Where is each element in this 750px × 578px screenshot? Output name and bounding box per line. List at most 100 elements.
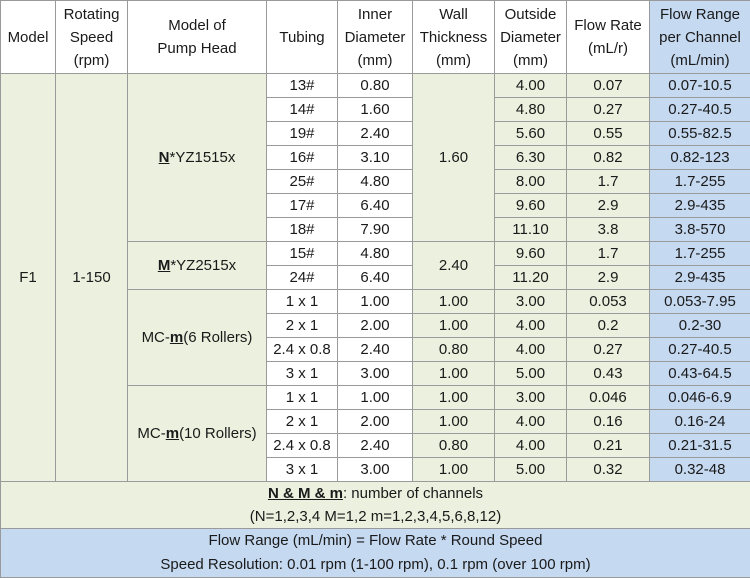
inner-diameter-cell: 2.00 <box>338 410 413 434</box>
flow-rate-cell: 0.21 <box>567 434 650 458</box>
tubing-cell: 25# <box>267 170 338 194</box>
wall-thickness-cell: 0.80 <box>413 434 495 458</box>
flow-formula: Flow Range (mL/min) = Flow Rate * Round … <box>1 529 750 553</box>
header-wall-thickness: Wall Thickness (mm) <box>413 1 495 74</box>
outside-diameter-cell: 4.00 <box>495 314 567 338</box>
tubing-cell: 1 x 1 <box>267 290 338 314</box>
outside-diameter-cell: 4.00 <box>495 74 567 98</box>
inner-diameter-cell: 6.40 <box>338 266 413 290</box>
flow-rate-cell: 1.7 <box>567 242 650 266</box>
outside-diameter-cell: 9.60 <box>495 242 567 266</box>
tubing-cell: 16# <box>267 146 338 170</box>
formula-row: Flow Range (mL/min) = Flow Rate * Round … <box>1 529 750 578</box>
flow-range-cell: 1.7-255 <box>650 170 750 194</box>
outside-diameter-cell: 11.10 <box>495 218 567 242</box>
header-outside-diameter: Outside Diameter (mm) <box>495 1 567 74</box>
pump-head-model: (10 Rollers) <box>179 425 257 442</box>
pump-head-prefix: MC- <box>142 329 170 346</box>
inner-diameter-cell: 1.00 <box>338 290 413 314</box>
wall-thickness-cell: 1.60 <box>413 74 495 242</box>
pump-head-cell: MC-m(10 Rollers) <box>128 386 267 482</box>
tubing-cell: 14# <box>267 98 338 122</box>
inner-diameter-cell: 2.40 <box>338 434 413 458</box>
wall-thickness-cell: 1.00 <box>413 314 495 338</box>
tubing-cell: 17# <box>267 194 338 218</box>
flow-range-cell: 3.8-570 <box>650 218 750 242</box>
flow-rate-cell: 0.2 <box>567 314 650 338</box>
tubing-cell: 2 x 1 <box>267 314 338 338</box>
channels-note: N & M & m: number of channels (N=1,2,3,4… <box>1 482 750 529</box>
outside-diameter-cell: 4.00 <box>495 434 567 458</box>
model-cell: F1 <box>1 74 56 482</box>
wall-thickness-cell: 0.80 <box>413 338 495 362</box>
flow-rate-cell: 0.55 <box>567 122 650 146</box>
flow-rate-cell: 0.046 <box>567 386 650 410</box>
flow-rate-cell: 0.07 <box>567 74 650 98</box>
flow-range-cell: 0.07-10.5 <box>650 74 750 98</box>
pump-head-prefix: MC- <box>137 425 165 442</box>
flow-range-cell: 0.43-64.5 <box>650 362 750 386</box>
inner-diameter-cell: 4.80 <box>338 242 413 266</box>
inner-diameter-cell: 2.40 <box>338 122 413 146</box>
wall-thickness-cell: 2.40 <box>413 242 495 290</box>
channels-text: : number of channels <box>343 485 483 502</box>
tubing-cell: 2.4 x 0.8 <box>267 434 338 458</box>
inner-diameter-cell: 6.40 <box>338 194 413 218</box>
pump-head-channel-symbol: N <box>159 149 170 166</box>
flow-range-cell: 0.55-82.5 <box>650 122 750 146</box>
header-tubing: Tubing <box>267 1 338 74</box>
flow-range-cell: 0.046-6.9 <box>650 386 750 410</box>
header-row: Model Rotating Speed (rpm) Model of Pump… <box>1 1 750 74</box>
pump-head-model: (6 Rollers) <box>183 329 252 346</box>
flow-rate-cell: 0.32 <box>567 458 650 482</box>
wall-thickness-cell: 1.00 <box>413 386 495 410</box>
pump-head-channel-symbol: M <box>158 257 171 274</box>
inner-diameter-cell: 3.00 <box>338 362 413 386</box>
flow-rate-cell: 0.16 <box>567 410 650 434</box>
header-flow-rate: Flow Rate (mL/r) <box>567 1 650 74</box>
tubing-cell: 3 x 1 <box>267 458 338 482</box>
flow-range-cell: 1.7-255 <box>650 242 750 266</box>
pump-head-model: *YZ2515x <box>170 257 236 274</box>
flow-range-cell: 2.9-435 <box>650 194 750 218</box>
pump-head-cell: N*YZ1515x <box>128 74 267 242</box>
tubing-cell: 13# <box>267 74 338 98</box>
pump-head-model: *YZ1515x <box>169 149 235 166</box>
wall-thickness-cell: 1.00 <box>413 290 495 314</box>
outside-diameter-cell: 3.00 <box>495 290 567 314</box>
inner-diameter-cell: 1.00 <box>338 386 413 410</box>
flow-range-cell: 0.21-31.5 <box>650 434 750 458</box>
flow-rate-cell: 0.27 <box>567 338 650 362</box>
header-model: Model <box>1 1 56 74</box>
outside-diameter-cell: 9.60 <box>495 194 567 218</box>
channels-note-row: N & M & m: number of channels (N=1,2,3,4… <box>1 482 750 529</box>
flow-range-cell: 0.2-30 <box>650 314 750 338</box>
tubing-cell: 2.4 x 0.8 <box>267 338 338 362</box>
flow-rate-cell: 2.9 <box>567 194 650 218</box>
tubing-cell: 2 x 1 <box>267 410 338 434</box>
flow-range-cell: 0.27-40.5 <box>650 338 750 362</box>
flow-rate-cell: 0.27 <box>567 98 650 122</box>
speed-cell: 1-150 <box>56 74 128 482</box>
outside-diameter-cell: 4.00 <box>495 410 567 434</box>
tubing-cell: 15# <box>267 242 338 266</box>
pump-head-channel-symbol: m <box>166 425 179 442</box>
wall-thickness-cell: 1.00 <box>413 458 495 482</box>
pump-head-cell: MC-m(6 Rollers) <box>128 290 267 386</box>
header-inner-diameter: Inner Diameter (mm) <box>338 1 413 74</box>
flow-rate-cell: 0.82 <box>567 146 650 170</box>
inner-diameter-cell: 7.90 <box>338 218 413 242</box>
formula-note: Flow Range (mL/min) = Flow Rate * Round … <box>1 529 750 578</box>
channels-values: (N=1,2,3,4 M=1,2 m=1,2,3,4,5,6,8,12) <box>1 505 750 528</box>
flow-rate-cell: 3.8 <box>567 218 650 242</box>
flow-range-cell: 0.82-123 <box>650 146 750 170</box>
outside-diameter-cell: 5.00 <box>495 458 567 482</box>
inner-diameter-cell: 4.80 <box>338 170 413 194</box>
outside-diameter-cell: 11.20 <box>495 266 567 290</box>
inner-diameter-cell: 3.00 <box>338 458 413 482</box>
tubing-cell: 19# <box>267 122 338 146</box>
outside-diameter-cell: 3.00 <box>495 386 567 410</box>
outside-diameter-cell: 8.00 <box>495 170 567 194</box>
